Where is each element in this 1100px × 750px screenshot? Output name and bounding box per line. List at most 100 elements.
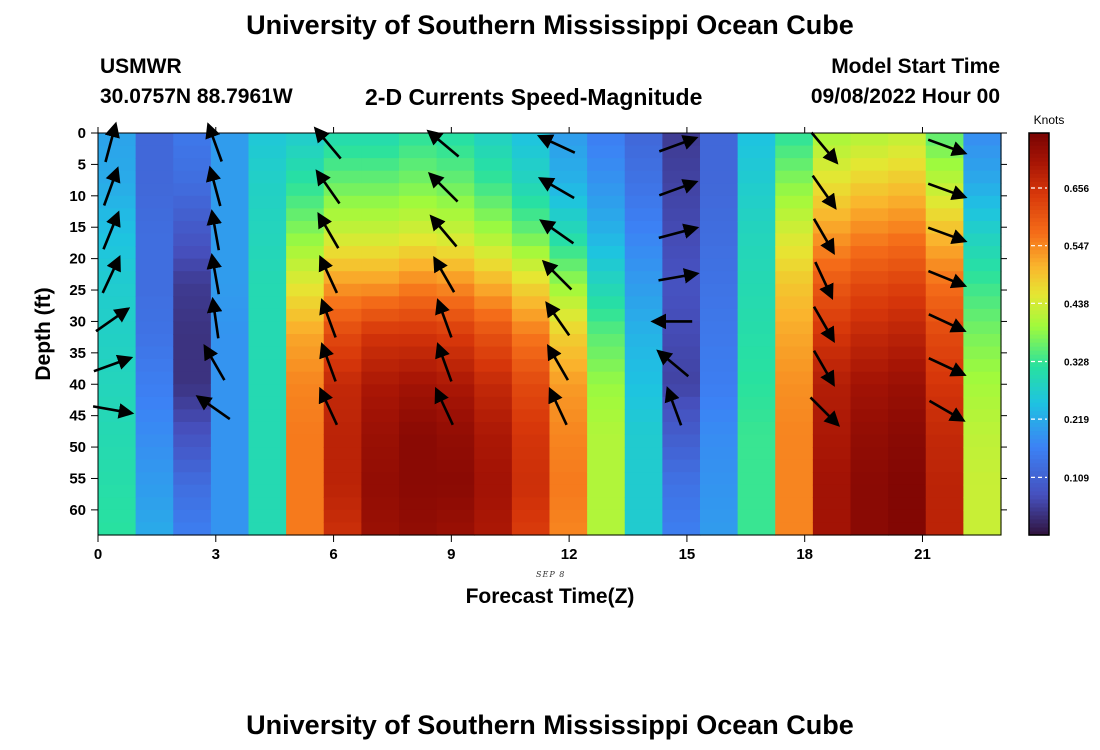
heatmap-cell <box>248 371 287 385</box>
heatmap-cell <box>361 459 400 473</box>
heatmap-cell <box>737 396 776 410</box>
heatmap-cell <box>775 158 814 172</box>
heatmap-cell <box>361 472 400 486</box>
colorbar-segment <box>1029 137 1049 142</box>
heatmap-cell <box>624 484 663 498</box>
heatmap-cell <box>888 170 927 184</box>
current-vector-arrow <box>426 129 460 158</box>
footer-title: University of Southern Mississippi Ocean… <box>246 710 854 740</box>
heatmap-cell <box>587 346 626 360</box>
heatmap-cell <box>98 208 137 222</box>
colorbar-segment <box>1029 217 1049 223</box>
heatmap-cell <box>361 308 400 323</box>
heatmap-cell <box>248 208 287 222</box>
heatmap-cell <box>662 509 701 524</box>
heatmap-cell <box>173 472 212 486</box>
colorbar-segment <box>1029 526 1049 532</box>
heatmap-cell <box>925 233 964 247</box>
heatmap-cell <box>587 133 626 147</box>
current-vector-arrow <box>658 135 699 153</box>
heatmap-cell <box>474 484 513 498</box>
heatmap-cell <box>248 233 287 247</box>
current-vector-arrow <box>927 138 968 157</box>
heatmap-cell <box>549 334 588 348</box>
heatmap-cell <box>399 308 438 323</box>
heatmap-cell <box>135 183 174 197</box>
heatmap-cell <box>248 133 287 147</box>
heatmap-cell <box>700 170 739 184</box>
heatmap-cell <box>963 472 1002 486</box>
colorbar-segment <box>1029 189 1049 194</box>
heatmap-cell <box>474 447 513 461</box>
heatmap-cell <box>361 183 400 197</box>
x-tick-label: 12 <box>561 546 578 563</box>
heatmap-cell <box>737 283 776 297</box>
heatmap-cell <box>210 472 250 486</box>
heatmap-cell <box>700 522 739 536</box>
heatmap-cell <box>436 195 475 209</box>
heatmap-cell <box>474 133 513 147</box>
heatmap-cell <box>662 371 701 385</box>
heatmap-cell <box>662 396 701 410</box>
heatmap-cell <box>662 434 701 448</box>
colorbar-segment <box>1029 233 1049 239</box>
heatmap-cell <box>323 233 362 247</box>
colorbar-segment <box>1029 201 1049 206</box>
heatmap-cell <box>662 484 701 498</box>
colorbar-segment <box>1029 530 1049 536</box>
heatmap-cell <box>98 421 137 436</box>
heatmap-cell <box>775 334 814 348</box>
colorbar-segment <box>1029 325 1049 331</box>
heatmap-cell <box>361 509 400 524</box>
current-vector-arrow <box>104 121 120 163</box>
heatmap-cell <box>436 459 475 473</box>
heatmap-cell <box>700 509 739 524</box>
heatmap-cell <box>399 296 438 310</box>
heatmap-cell <box>549 384 588 398</box>
heatmap-cell <box>587 334 626 348</box>
colorbar-segment <box>1029 177 1049 182</box>
heatmap-cell <box>925 409 964 423</box>
heatmap-cell <box>624 296 663 310</box>
heatmap-cell <box>361 195 400 209</box>
heatmap-cell <box>210 158 250 172</box>
heatmap-cell <box>135 522 174 536</box>
date-label: SEP 8 <box>536 570 566 579</box>
heatmap-cell <box>286 220 325 235</box>
heatmap-cell <box>361 133 400 147</box>
heatmap-cell <box>812 434 852 448</box>
heatmap-cell <box>323 371 362 385</box>
heatmap-cell <box>737 472 776 486</box>
heatmap-cell <box>700 271 739 285</box>
heatmap-cell <box>737 484 776 498</box>
y-tick-label: 60 <box>69 502 86 519</box>
colorbar-segment <box>1029 145 1049 150</box>
heatmap-cell <box>248 359 287 373</box>
heatmap-cell <box>587 434 626 448</box>
current-vector-arrow <box>541 259 573 291</box>
y-tick-label: 0 <box>78 125 86 142</box>
heatmap-cell <box>737 296 776 310</box>
heatmap-cell <box>812 371 852 385</box>
heatmap-cell <box>549 522 588 536</box>
heatmap-cell <box>399 321 438 335</box>
heatmap-cell <box>399 208 438 222</box>
heatmap-cell <box>662 308 701 323</box>
heatmap-cell <box>98 434 137 448</box>
heatmap-cell <box>286 271 325 285</box>
heatmap-cell <box>511 334 551 348</box>
colorbar-segment <box>1029 402 1049 407</box>
heatmap-cell <box>549 509 588 524</box>
heatmap-cell <box>436 484 475 498</box>
heatmap-cell <box>775 434 814 448</box>
heatmap-cell <box>549 459 588 473</box>
heatmap-cell <box>286 497 325 511</box>
heatmap-cell <box>98 459 137 473</box>
heatmap-cell <box>624 220 663 235</box>
heatmap-cell <box>248 308 287 323</box>
heatmap-cell <box>549 409 588 423</box>
heatmap-cell <box>173 170 212 184</box>
heatmap-cell <box>963 409 1002 423</box>
colorbar-segment <box>1029 293 1049 299</box>
current-vector-arrow <box>537 177 575 200</box>
